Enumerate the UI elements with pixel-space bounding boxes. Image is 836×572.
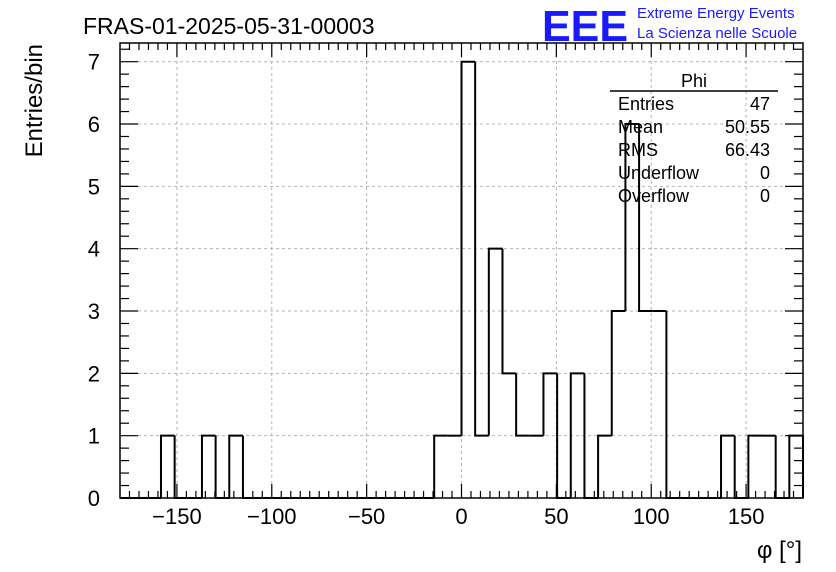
histogram-bin <box>720 434 735 498</box>
y-tick-label: 7 <box>88 50 100 75</box>
y-tick-label: 1 <box>88 424 100 449</box>
histogram-bin <box>788 434 803 498</box>
y-tick-label: 6 <box>88 112 100 137</box>
x-tick-label: 150 <box>728 504 765 529</box>
stats-value: 47 <box>750 94 770 114</box>
stats-value: 0 <box>760 163 770 183</box>
eee-logo: EEE Extreme Energy Events La Scienza nel… <box>542 2 797 51</box>
histogram-bin <box>214 435 230 499</box>
x-tick-label: −50 <box>348 504 385 529</box>
stats-label: Overflow <box>618 186 690 206</box>
y-tick-label: 2 <box>88 361 100 386</box>
chart-title: FRAS-01-2025-05-31-00003 <box>83 13 375 39</box>
stats-box: Phi Entries 47 Mean 50.55 RMS 66.43 Underflow 0… <box>610 71 778 206</box>
histogram-bin <box>460 60 476 436</box>
y-tick-label: 3 <box>88 299 100 324</box>
axis-ticks <box>120 43 803 499</box>
histogram-bin <box>747 434 763 498</box>
histogram-bin <box>624 123 640 312</box>
histogram-bin <box>597 434 612 498</box>
y-tick-label: 0 <box>88 486 100 511</box>
histogram-bin <box>487 247 503 436</box>
histogram-bin <box>241 435 257 499</box>
y-tick-label: 5 <box>88 174 100 199</box>
stats-value: 0 <box>760 186 770 206</box>
stats-label: Mean <box>618 117 663 137</box>
x-tick-label: 50 <box>544 504 568 529</box>
histogram-bin <box>610 310 626 436</box>
x-tick-label: −100 <box>247 504 297 529</box>
stats-value: 50.55 <box>725 117 770 137</box>
y-tick-label: 4 <box>88 237 100 262</box>
histogram-bin <box>515 373 530 437</box>
histogram-bin <box>501 248 517 375</box>
y-axis-label: Entries/bin <box>21 44 48 157</box>
histogram-bin <box>200 434 216 498</box>
stats-label: RMS <box>618 140 658 160</box>
stats-value: 66.43 <box>725 140 770 160</box>
logo-line1: Extreme Energy Events <box>637 5 795 22</box>
histogram-bin <box>569 372 585 498</box>
x-tick-label: 100 <box>633 504 670 529</box>
stats-label: Underflow <box>618 163 700 183</box>
stats-title: Phi <box>681 71 707 91</box>
histogram-bin <box>228 434 243 498</box>
plot-frame <box>119 42 804 499</box>
histogram-bin <box>159 434 175 498</box>
histogram-bin <box>638 124 653 313</box>
stats-rows: Entries 47 Mean 50.55 RMS 66.43 Underflow 0 Over… <box>618 94 770 206</box>
x-tick-labels: −150 −100 −50 0 50 100 150 <box>152 504 764 529</box>
x-tick-label: 0 <box>455 504 467 529</box>
histogram-bin <box>542 372 558 436</box>
histogram-bin <box>433 434 448 498</box>
x-axis-label: φ [°] <box>757 537 802 564</box>
histogram-outline <box>120 60 804 499</box>
y-tick-labels: 0 1 2 3 4 5 6 7 <box>88 50 100 511</box>
histogram-bin <box>774 435 790 499</box>
histogram-bin <box>474 61 489 437</box>
stats-label: Entries <box>618 94 674 114</box>
histogram-bin <box>665 311 681 499</box>
logo-line2: La Scienza nelle Scuole <box>637 25 797 42</box>
x-tick-label: −150 <box>152 504 202 529</box>
